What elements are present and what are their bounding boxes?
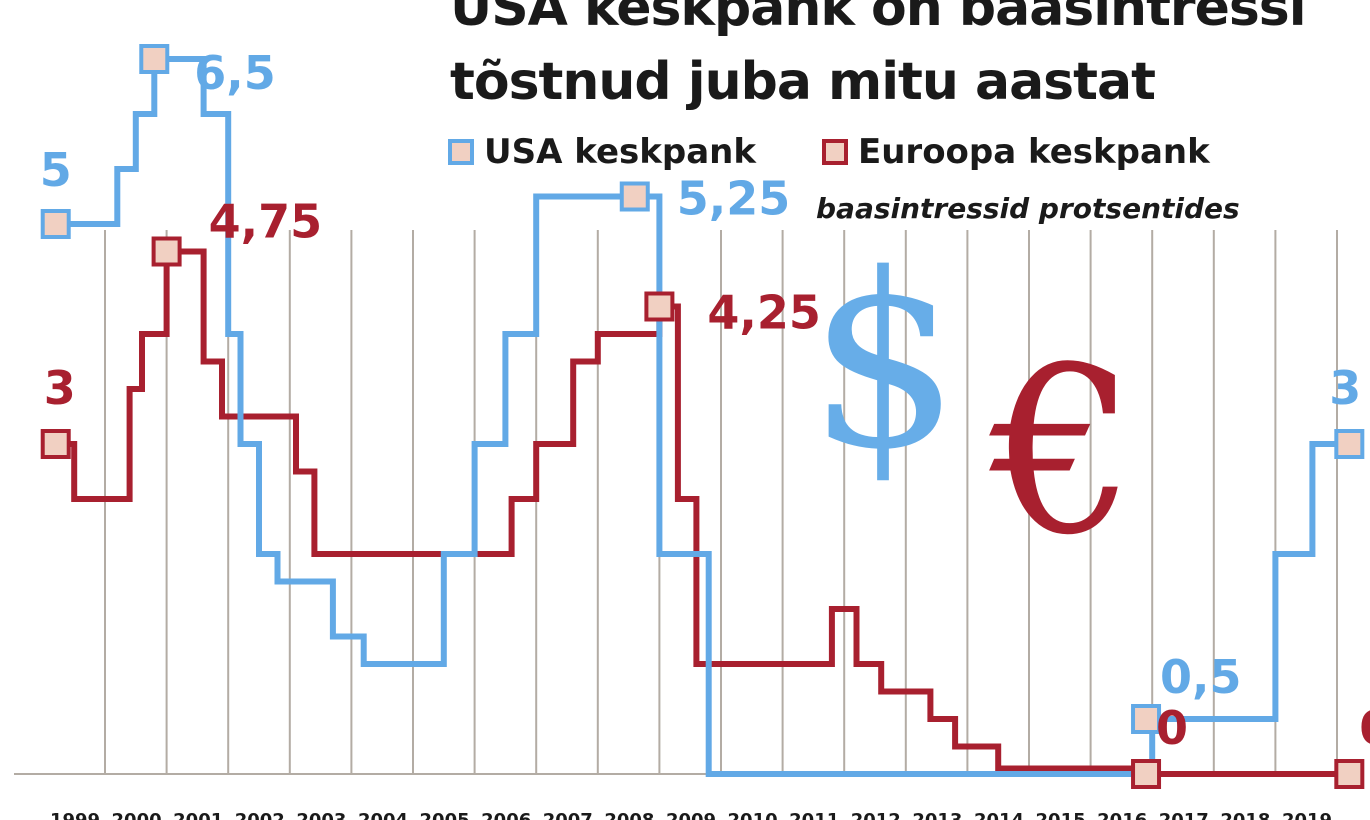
legend-item-eur: Euroopa keskpank <box>822 132 1210 172</box>
value-label-1-2: 4,25 <box>707 286 821 340</box>
x-tick-label-2018: 2018 <box>1220 810 1270 820</box>
euro-sign-icon: € <box>990 319 1137 586</box>
x-tick-label-2013: 2013 <box>912 810 962 820</box>
value-label-0-4: 3 <box>1329 361 1361 415</box>
x-tick-label-2012: 2012 <box>851 810 901 820</box>
chart-x-tick-labels: 1999 2000 2001 2002 2003 2004 2005 2006 2007 2008… <box>50 810 1332 820</box>
x-tick-label-2016: 2016 <box>1097 810 1147 820</box>
dollar-sign-icon: $ <box>808 222 961 502</box>
chart-markers <box>40 44 1365 789</box>
x-tick-label-2002: 2002 <box>235 810 285 820</box>
marker-1-1 <box>151 236 182 267</box>
legend-swatch-eur <box>822 139 848 165</box>
x-tick-label-2019: 2019 <box>1282 810 1332 820</box>
x-tick-label-2008: 2008 <box>604 810 654 820</box>
chart-subtitle: baasintressid protsentides <box>816 192 1240 225</box>
x-tick-label-2006: 2006 <box>481 810 531 820</box>
legend-swatch-usa <box>448 139 474 165</box>
x-tick-label-2017: 2017 <box>1159 810 1209 820</box>
marker-0-4 <box>1334 429 1365 459</box>
x-tick-label-2009: 2009 <box>666 810 716 820</box>
chart-value-labels: 5 6,5 5,25 0,5 3 3 4,75 4,25 0 0 <box>40 46 1370 755</box>
x-tick-label-2000: 2000 <box>112 810 162 820</box>
x-tick-label-2003: 2003 <box>296 810 346 820</box>
value-label-1-1: 4,75 <box>209 195 323 249</box>
legend-label-usa: USA keskpank <box>484 132 756 172</box>
marker-0-0 <box>40 209 71 239</box>
marker-0-1 <box>139 44 170 74</box>
x-tick-label-2005: 2005 <box>420 810 470 820</box>
x-tick-label-2001: 2001 <box>173 810 223 820</box>
x-tick-label-1999: 1999 <box>50 810 100 820</box>
legend-label-eur: Euroopa keskpank <box>858 132 1210 172</box>
value-label-1-4: 0 <box>1359 701 1370 755</box>
marker-0-2 <box>619 181 650 212</box>
value-label-0-0: 5 <box>40 143 72 197</box>
x-tick-label-2007: 2007 <box>543 810 593 820</box>
value-label-0-2: 5,25 <box>677 172 791 226</box>
marker-1-3 <box>1131 759 1162 789</box>
x-tick-label-2004: 2004 <box>358 810 408 820</box>
x-tick-label-2014: 2014 <box>974 810 1024 820</box>
x-tick-label-2010: 2010 <box>728 810 778 820</box>
marker-0-3 <box>1131 704 1162 734</box>
value-label-0-3: 0,5 <box>1160 650 1242 704</box>
marker-1-4 <box>1334 759 1365 789</box>
legend-item-usa: USA keskpank <box>448 132 756 172</box>
chart-title-line1: USA keskpank on baasintressi <box>450 0 1307 38</box>
value-label-1-0: 3 <box>44 361 76 415</box>
value-label-0-1: 6,5 <box>194 46 276 100</box>
chart-title-line2: tõstnud juba mitu aastat <box>450 52 1156 112</box>
marker-1-0 <box>40 429 71 459</box>
value-label-1-3: 0 <box>1156 701 1188 755</box>
x-tick-label-2011: 2011 <box>789 810 839 820</box>
series-line-1 <box>55 248 1350 777</box>
chart-gridlines <box>104 230 1338 774</box>
x-tick-label-2015: 2015 <box>1036 810 1086 820</box>
marker-1-2 <box>644 291 675 322</box>
